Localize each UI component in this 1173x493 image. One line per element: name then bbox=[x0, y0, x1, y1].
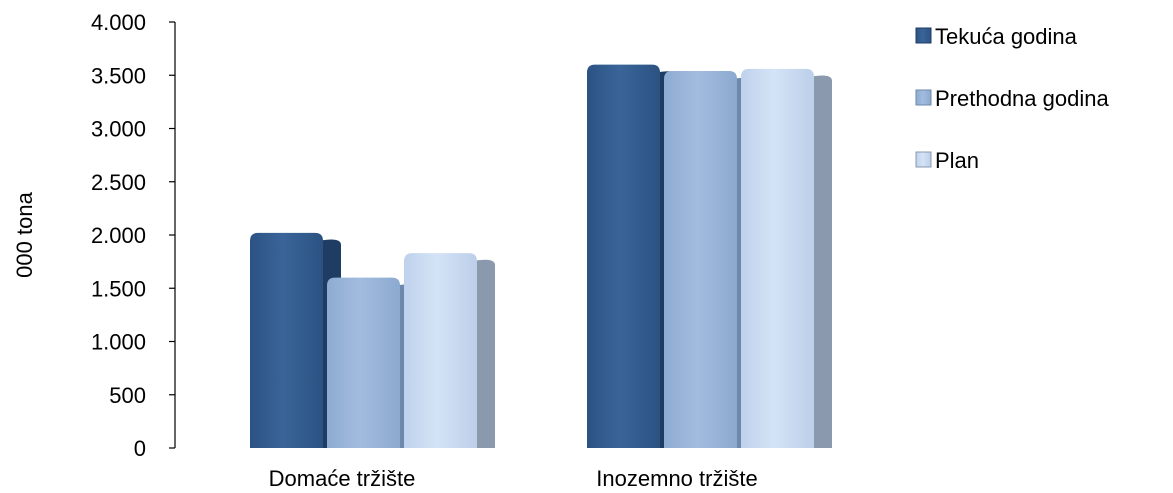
bar-side bbox=[473, 259, 495, 448]
y-tick-label: 2.500 bbox=[91, 170, 146, 195]
bars-layer bbox=[250, 64, 832, 449]
y-tick-label: 4.000 bbox=[91, 10, 146, 35]
y-tick-label: 0 bbox=[134, 436, 146, 461]
legend: Tekuća godina Prethodna godina Plan bbox=[915, 24, 1109, 173]
y-tick-label: 3.000 bbox=[91, 117, 146, 142]
bar-front bbox=[404, 253, 477, 448]
legend-swatch bbox=[915, 151, 932, 168]
y-axis-ticks: 0 500 1.000 1.500 2.000 2.500 3.000 3.500 4.000 bbox=[91, 10, 175, 461]
x-tick-label: Inozemno tržište bbox=[596, 466, 757, 491]
bar-front bbox=[327, 277, 400, 448]
y-tick-label: 2.000 bbox=[91, 223, 146, 248]
bar-front bbox=[664, 70, 737, 449]
bar bbox=[404, 253, 495, 448]
y-tick-label: 1.500 bbox=[91, 276, 146, 301]
x-axis-labels: Domaće tržište Inozemno tržište bbox=[269, 466, 758, 491]
y-tick-label: 3.500 bbox=[91, 63, 146, 88]
bar-front bbox=[741, 68, 814, 449]
legend-label: Tekuća godina bbox=[935, 24, 1078, 49]
y-axis-title: 000 tona bbox=[12, 191, 37, 277]
y-tick-label: 1.000 bbox=[91, 330, 146, 355]
x-tick-label: Domaće tržište bbox=[269, 466, 416, 491]
legend-swatch bbox=[915, 27, 932, 44]
bar bbox=[741, 68, 832, 449]
legend-label: Prethodna godina bbox=[935, 86, 1109, 111]
y-tick-label: 500 bbox=[109, 383, 146, 408]
bar-front bbox=[250, 232, 323, 448]
bar-side bbox=[810, 75, 832, 448]
legend-label: Plan bbox=[935, 148, 979, 173]
legend-swatch bbox=[915, 89, 932, 106]
bar-front bbox=[587, 64, 660, 448]
